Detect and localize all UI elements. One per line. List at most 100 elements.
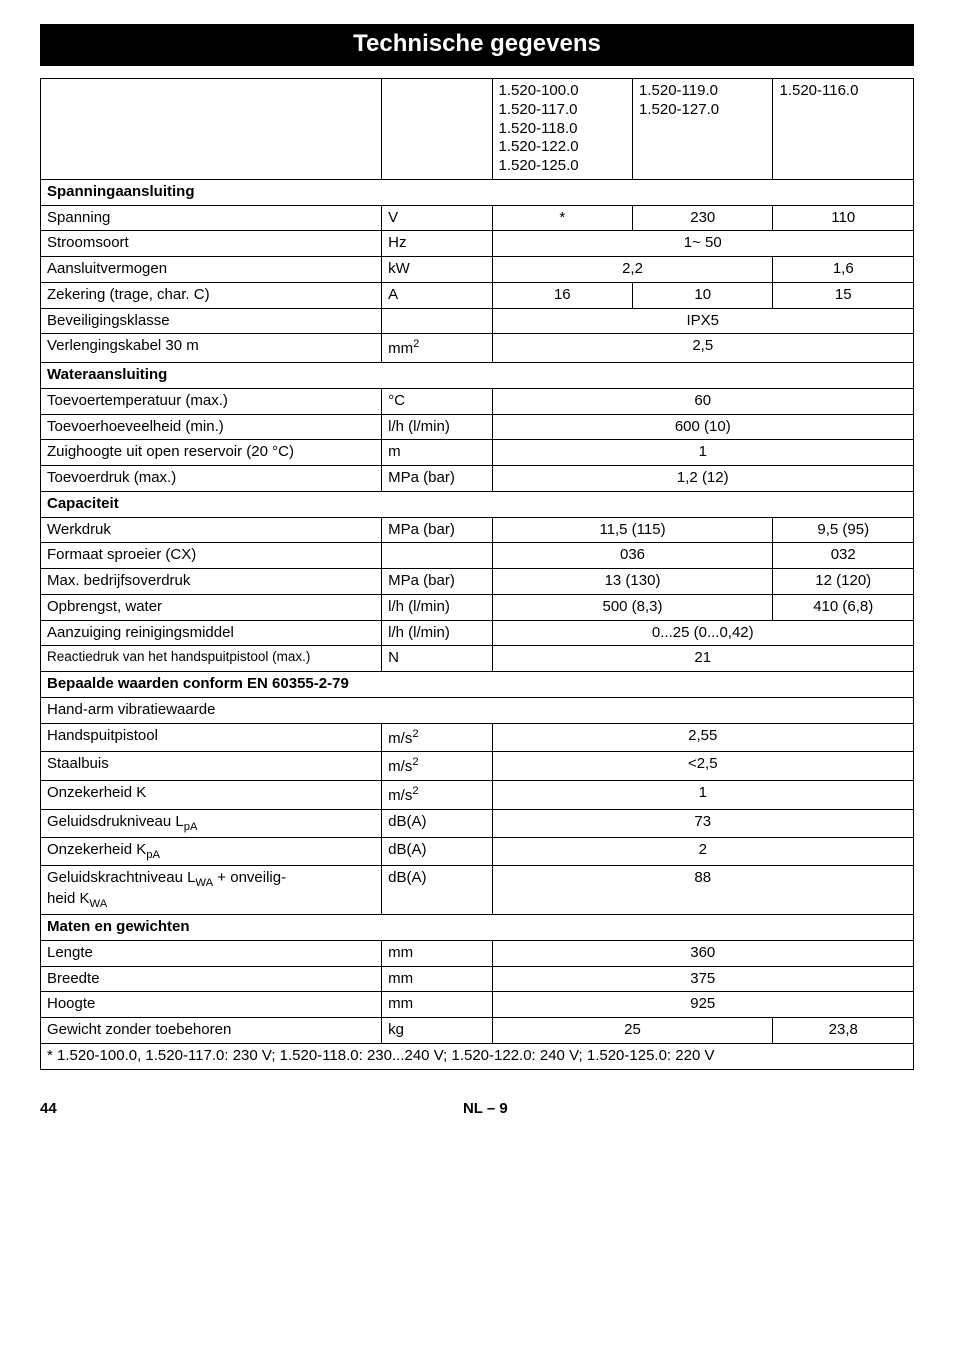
row-label: Reactiedruk van het handspuitpistool (ma…: [41, 646, 382, 672]
blank: [41, 79, 382, 180]
row-unit: V: [382, 205, 492, 231]
row-unit: mm: [382, 992, 492, 1018]
row-label: Breedte: [41, 966, 382, 992]
row-value: 110: [773, 205, 914, 231]
row-value: 375: [492, 966, 913, 992]
row-label: Stroomsoort: [41, 231, 382, 257]
model-col-3: 1.520-116.0: [773, 79, 914, 180]
section-maten: Maten en gewichten: [41, 915, 914, 941]
footer-center: NL – 9: [463, 1100, 508, 1117]
row-unit: dB(A): [382, 809, 492, 837]
page-title: Technische gegevens: [40, 24, 914, 66]
row-label: Staalbuis: [41, 752, 382, 781]
row-unit: dB(A): [382, 865, 492, 914]
row-value: 2: [492, 837, 913, 865]
section-spanningaansluiting: Spanningaansluiting: [41, 179, 914, 205]
row-label: Formaat sproeier (CX): [41, 543, 382, 569]
row-label: Aansluitvermogen: [41, 257, 382, 283]
row-unit: mm2: [382, 334, 492, 363]
row-unit: m: [382, 440, 492, 466]
row-value: 12 (120): [773, 569, 914, 595]
row-label: Aanzuiging reinigingsmiddel: [41, 620, 382, 646]
row-unit: N: [382, 646, 492, 672]
row-label: Zuighoogte uit open reservoir (20 °C): [41, 440, 382, 466]
row-unit: [382, 308, 492, 334]
row-value: 230: [633, 205, 773, 231]
row-value: 1~ 50: [492, 231, 913, 257]
row-value: 1,6: [773, 257, 914, 283]
row-label: Toevoertemperatuur (max.): [41, 388, 382, 414]
row-value: 13 (130): [492, 569, 773, 595]
row-value: 73: [492, 809, 913, 837]
spec-table: 1.520-100.0 1.520-117.0 1.520-118.0 1.52…: [40, 78, 914, 1070]
row-value: 25: [492, 1018, 773, 1044]
row-label: Onzekerheid K: [41, 781, 382, 810]
row-unit: mm: [382, 940, 492, 966]
row-unit: kW: [382, 257, 492, 283]
section-wateraansluiting: Wateraansluiting: [41, 363, 914, 389]
row-value: 1,2 (12): [492, 466, 913, 492]
section-capaciteit: Capaciteit: [41, 491, 914, 517]
row-value: 15: [773, 282, 914, 308]
row-unit: m/s2: [382, 723, 492, 752]
row-unit: MPa (bar): [382, 517, 492, 543]
row-value: 9,5 (95): [773, 517, 914, 543]
row-unit: MPa (bar): [382, 569, 492, 595]
row-value: 0...25 (0...0,42): [492, 620, 913, 646]
row-value: 16: [492, 282, 632, 308]
row-value: 88: [492, 865, 913, 914]
row-value: 500 (8,3): [492, 594, 773, 620]
row-label: Max. bedrijfsoverdruk: [41, 569, 382, 595]
page-footer: 44 NL – 9: [40, 1070, 914, 1117]
footnote: * 1.520-100.0, 1.520-117.0: 230 V; 1.520…: [41, 1043, 914, 1069]
row-value: 11,5 (115): [492, 517, 773, 543]
row-unit: m/s2: [382, 781, 492, 810]
row-unit: m/s2: [382, 752, 492, 781]
row-unit: MPa (bar): [382, 466, 492, 492]
row-label: Geluidskrachtniveau LWA + onveilig- heid…: [41, 865, 382, 914]
section-bepaalde: Bepaalde waarden conform EN 60355-2-79: [41, 672, 914, 698]
row-label: Geluidsdrukniveau LpA: [41, 809, 382, 837]
row-unit: °C: [382, 388, 492, 414]
row-value: 036: [492, 543, 773, 569]
row-value: *: [492, 205, 632, 231]
row-label: Toevoerhoeveelheid (min.): [41, 414, 382, 440]
blank: [382, 79, 492, 180]
row-unit: [382, 543, 492, 569]
model-col-1: 1.520-100.0 1.520-117.0 1.520-118.0 1.52…: [492, 79, 632, 180]
row-label: Toevoerdruk (max.): [41, 466, 382, 492]
row-value: 360: [492, 940, 913, 966]
row-unit: A: [382, 282, 492, 308]
row-label: Beveiligingsklasse: [41, 308, 382, 334]
row-unit: l/h (l/min): [382, 414, 492, 440]
row-label: Handspuitpistool: [41, 723, 382, 752]
row-value: 600 (10): [492, 414, 913, 440]
row-unit: l/h (l/min): [382, 620, 492, 646]
row-label: Onzekerheid KpA: [41, 837, 382, 865]
row-value: 1: [492, 781, 913, 810]
row-unit: Hz: [382, 231, 492, 257]
row-label: Verlengingskabel 30 m: [41, 334, 382, 363]
row-value: 2,55: [492, 723, 913, 752]
row-value: <2,5: [492, 752, 913, 781]
row-label: Zekering (trage, char. C): [41, 282, 382, 308]
row-label: Hand-arm vibratiewaarde: [41, 697, 914, 723]
row-label: Werkdruk: [41, 517, 382, 543]
row-value: 032: [773, 543, 914, 569]
row-unit: dB(A): [382, 837, 492, 865]
row-label: Opbrengst, water: [41, 594, 382, 620]
row-value: 410 (6,8): [773, 594, 914, 620]
row-value: 10: [633, 282, 773, 308]
model-col-2: 1.520-119.0 1.520-127.0: [633, 79, 773, 180]
row-value: 2,5: [492, 334, 913, 363]
row-unit: mm: [382, 966, 492, 992]
row-label: Hoogte: [41, 992, 382, 1018]
row-value: 925: [492, 992, 913, 1018]
page-number: 44: [40, 1100, 57, 1117]
row-value: 21: [492, 646, 913, 672]
row-label: Lengte: [41, 940, 382, 966]
row-value: IPX5: [492, 308, 913, 334]
row-value: 2,2: [492, 257, 773, 283]
row-unit: kg: [382, 1018, 492, 1044]
row-value: 23,8: [773, 1018, 914, 1044]
